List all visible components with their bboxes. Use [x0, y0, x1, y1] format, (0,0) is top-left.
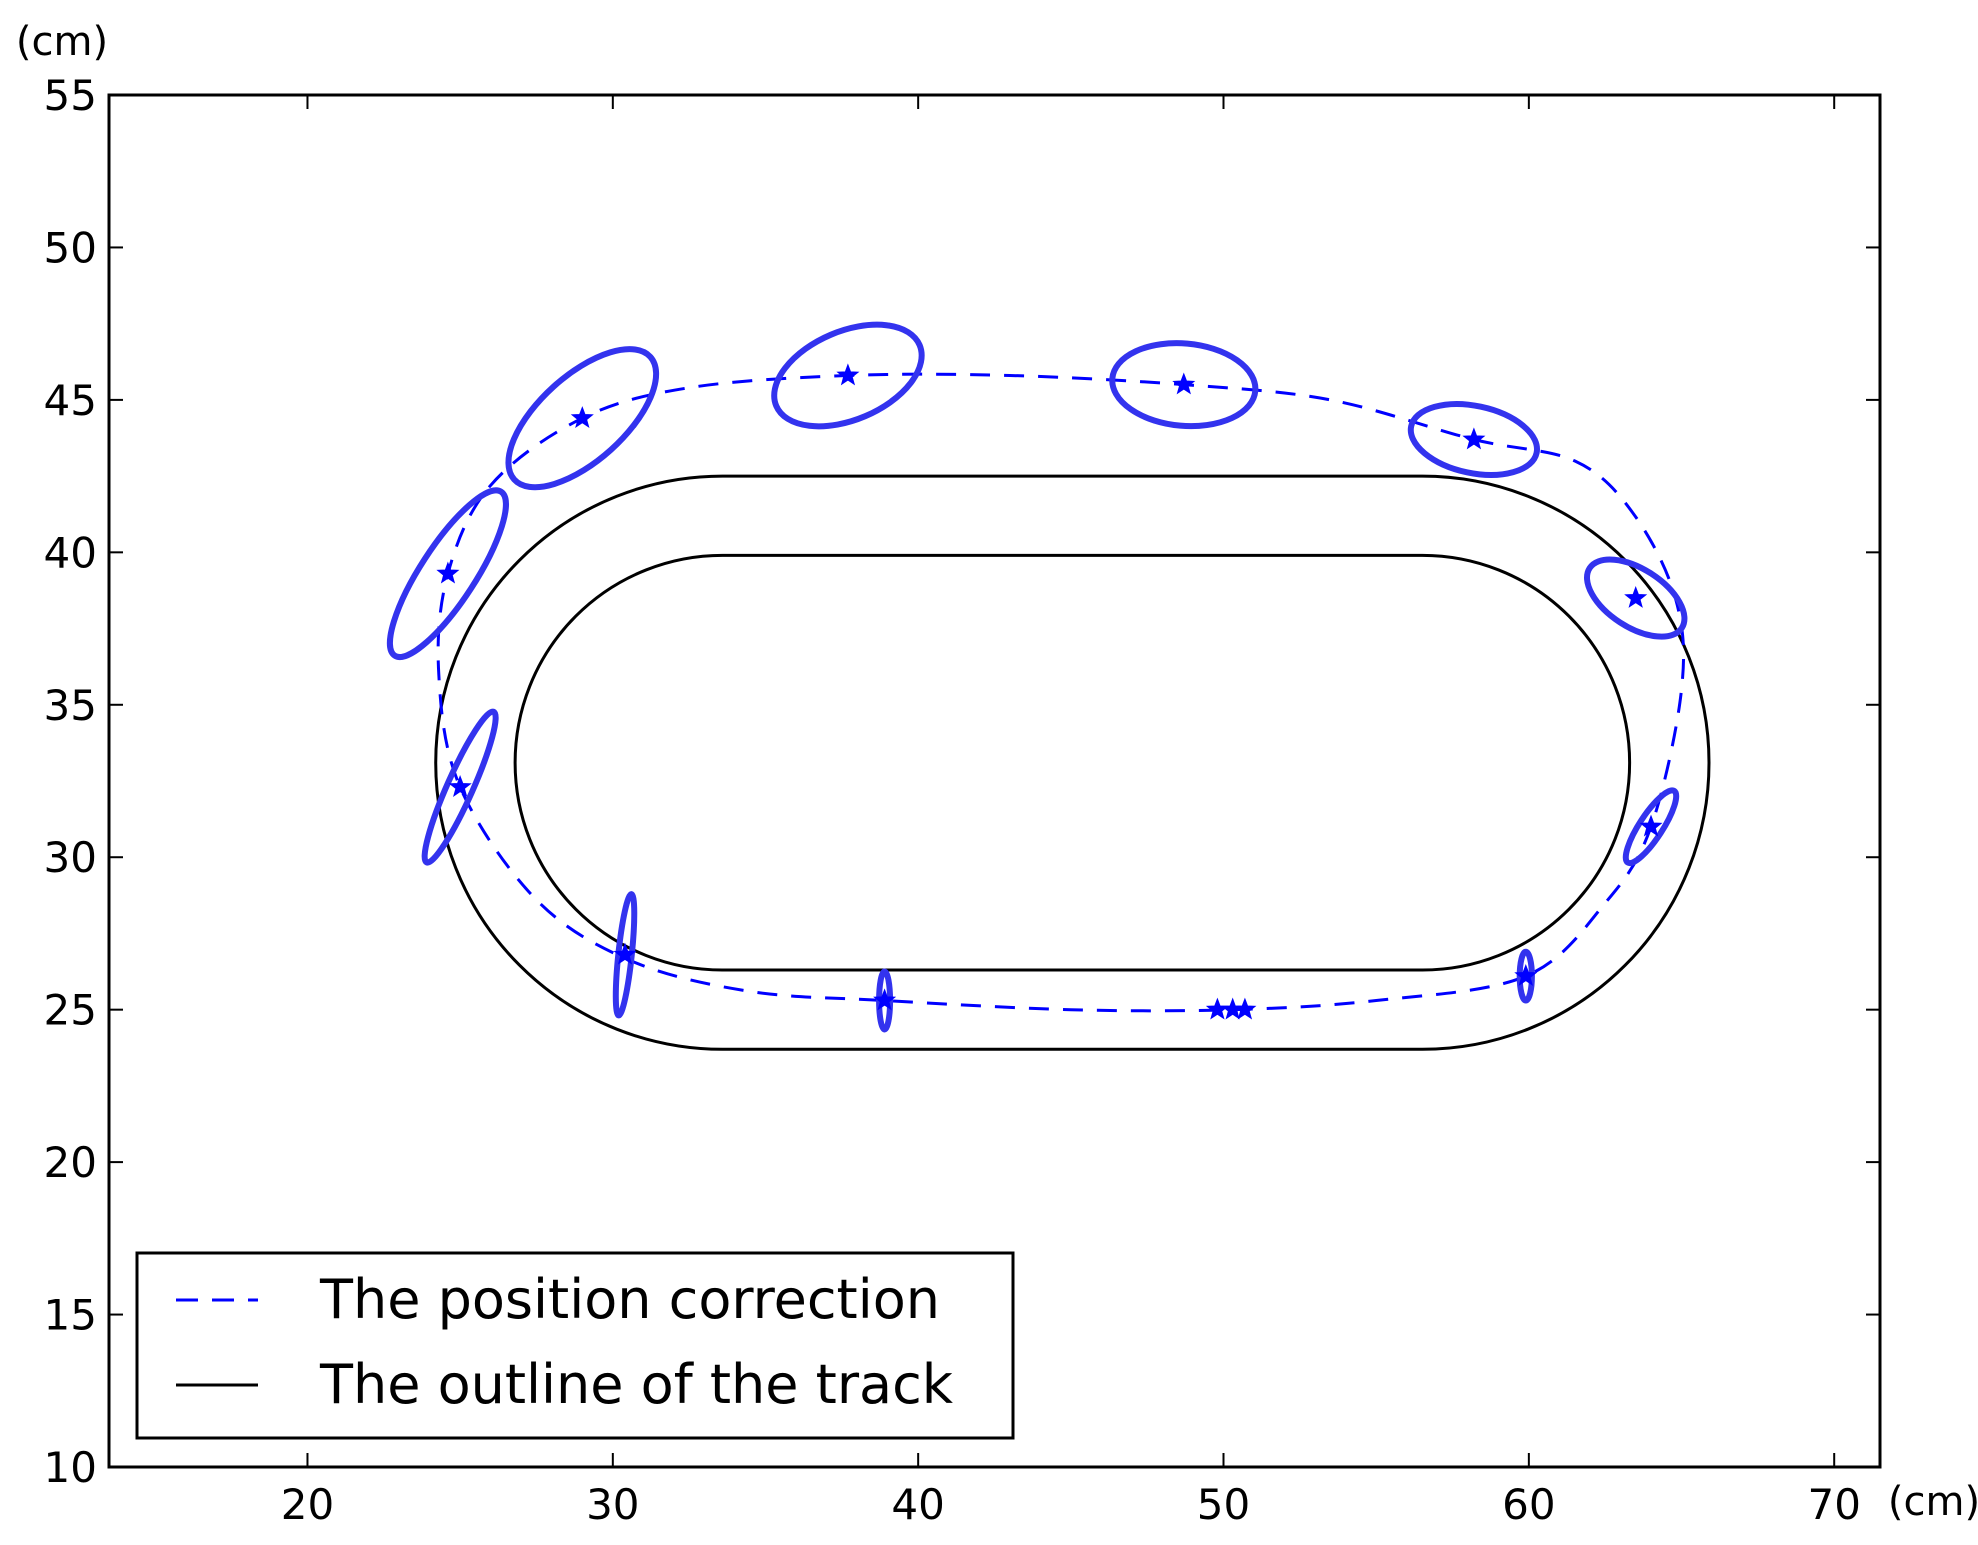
x-tick-label-60: 60 [1502, 1480, 1555, 1529]
uncertainty-ellipse-6 [1407, 401, 1540, 478]
position-marker-12 [613, 942, 637, 965]
y-axis-unit-label: (cm) [16, 19, 108, 65]
position-marker-11 [448, 774, 472, 797]
y-tick-label-30: 30 [44, 833, 97, 882]
x-axis: 20 30 40 50 60 70 [281, 95, 1861, 1529]
y-tick-label-55: 55 [44, 71, 97, 120]
x-tick-label-50: 50 [1197, 1480, 1250, 1529]
y-tick-label-15: 15 [44, 1291, 97, 1340]
position-correction-line [436, 372, 1686, 1013]
track-inner-outline [513, 553, 1632, 972]
position-correction-series [436, 372, 1686, 1013]
uncertainty-ellipse-5 [1584, 556, 1688, 640]
y-tick-label-50: 50 [44, 223, 97, 272]
uncertainty-ellipse-10 [386, 487, 509, 660]
uncertainty-ellipse-7 [1109, 340, 1259, 430]
legend: The position correction The outline of t… [135, 1251, 1015, 1440]
position-marker-8 [836, 363, 860, 386]
position-marker-3 [1514, 963, 1538, 986]
plot-frame [107, 93, 1882, 1469]
uncertainty-ellipse-8 [771, 321, 925, 430]
track-outer-outline [434, 474, 1711, 1051]
y-tick-label-35: 35 [44, 681, 97, 730]
y-tick-label-25: 25 [44, 986, 97, 1035]
uncertainty-ellipses [386, 321, 1688, 1033]
uncertainty-ellipse-11 [421, 708, 499, 866]
position-marker-2 [1233, 997, 1257, 1020]
legend-label-track-outline: The outline of the track [319, 1353, 954, 1416]
uncertainty-ellipse-4 [1622, 787, 1680, 867]
position-marker-7 [1172, 372, 1196, 395]
position-marker-9 [570, 406, 594, 429]
x-tick-label-70: 70 [1807, 1480, 1860, 1529]
position-markers [436, 363, 1663, 1020]
y-axis: 10 15 20 25 30 35 40 45 50 55 [44, 71, 1880, 1492]
legend-label-position-correction: The position correction [319, 1268, 940, 1331]
y-tick-label-45: 45 [44, 376, 97, 425]
position-marker-10 [436, 561, 460, 584]
x-tick-label-20: 20 [281, 1480, 334, 1529]
plot-area [109, 95, 1880, 1467]
track-outline [434, 474, 1711, 1051]
position-marker-5 [1624, 585, 1648, 608]
uncertainty-ellipse-9 [505, 346, 660, 491]
y-tick-label-10: 10 [44, 1443, 97, 1492]
x-tick-label-30: 30 [586, 1480, 639, 1529]
position-marker-4 [1639, 814, 1663, 837]
y-tick-label-20: 20 [44, 1138, 97, 1187]
y-tick-label-40: 40 [44, 528, 97, 577]
legend-box [135, 1251, 1015, 1440]
position-marker-6 [1462, 427, 1486, 450]
x-axis-unit-label: (cm) [1888, 1479, 1978, 1525]
x-tick-label-40: 40 [891, 1480, 944, 1529]
position-marker-13 [873, 988, 897, 1011]
